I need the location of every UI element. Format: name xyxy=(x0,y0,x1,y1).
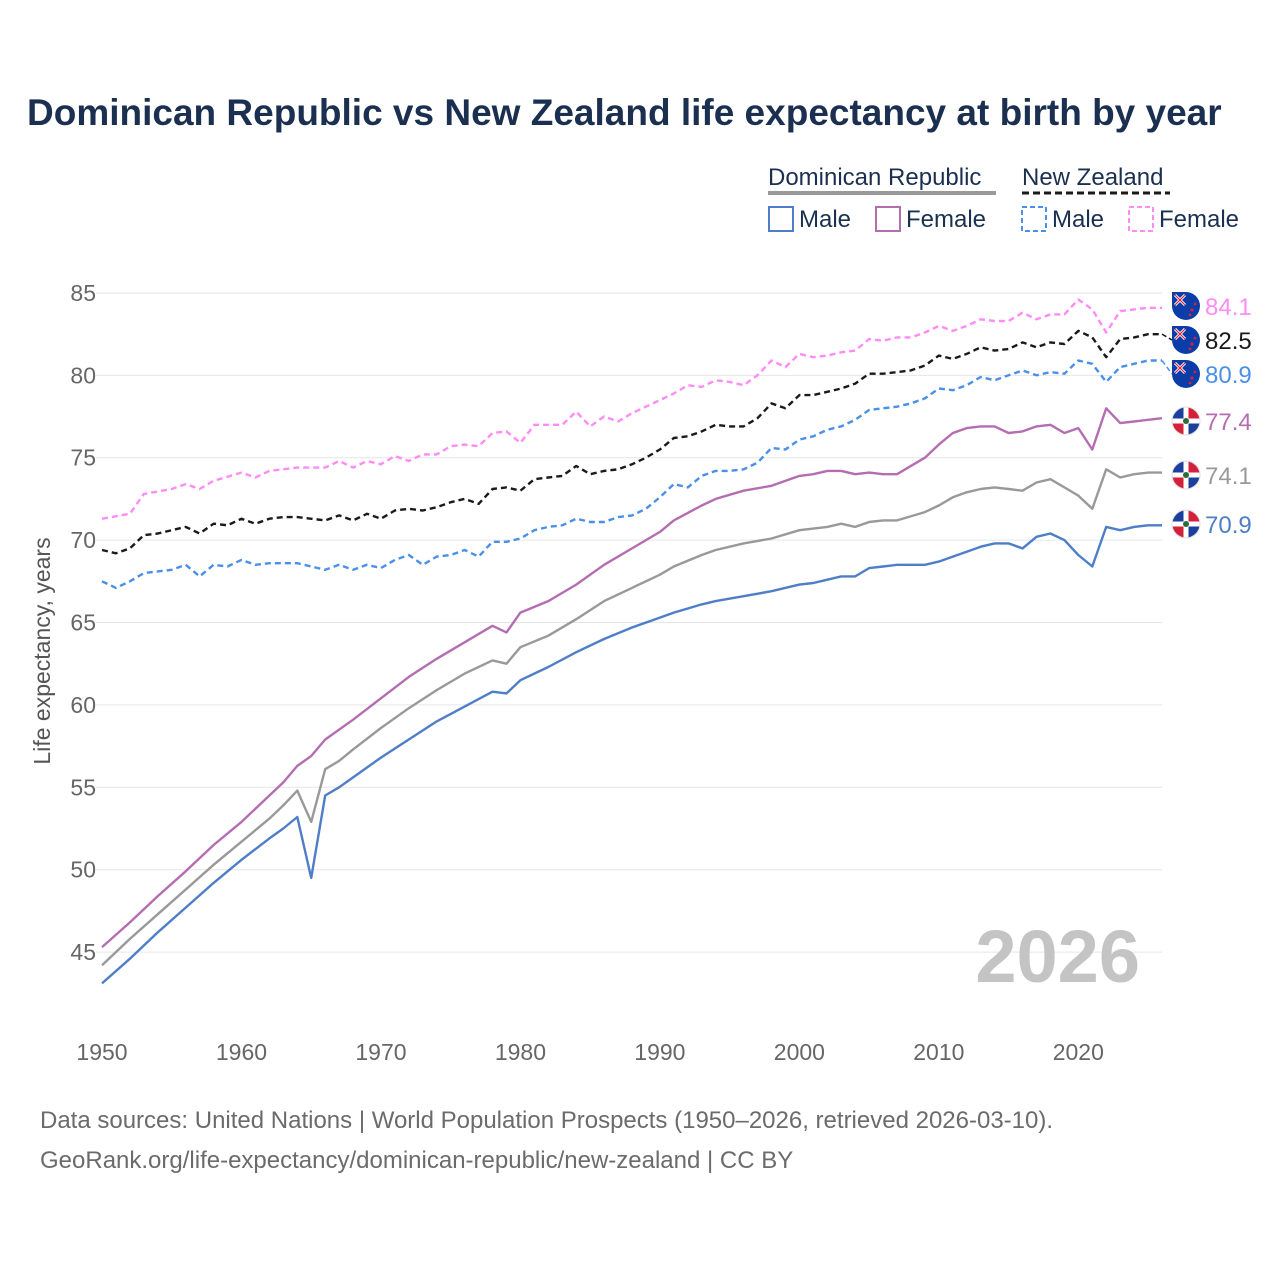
legend-country-new-zealand[interactable]: New Zealand xyxy=(1022,164,1163,191)
legend-dr-female-label[interactable]: Female xyxy=(906,206,986,233)
y-tick-label: 45 xyxy=(70,939,96,965)
x-tick-label: 2010 xyxy=(913,1039,964,1065)
x-tick-label: 1990 xyxy=(634,1039,685,1065)
year-watermark: 2026 xyxy=(975,915,1140,998)
series-line-new-zealand xyxy=(101,329,1162,555)
end-value-label: 84.1 xyxy=(1205,294,1252,321)
y-tick-label: 70 xyxy=(70,527,96,553)
end-label-new-zealand-female: 84.1 xyxy=(1172,292,1252,321)
end-label-dominican-republic: 74.1 xyxy=(1171,460,1252,490)
legend-dr-male-swatch[interactable] xyxy=(768,206,794,232)
end-value-label: 77.4 xyxy=(1205,409,1252,436)
legend[interactable]: Dominican Republic New Zealand Male Female M… xyxy=(768,164,1239,233)
series-lines xyxy=(101,298,1163,985)
legend-dr-female-swatch[interactable] xyxy=(875,206,901,232)
series-line-dominican-republic-female xyxy=(101,407,1163,948)
y-tick-label: 60 xyxy=(70,692,96,718)
x-tick-label: 2020 xyxy=(1053,1039,1104,1065)
y-tick-label: 55 xyxy=(70,774,96,800)
source-link[interactable]: GeoRank.org/life-expectancy/dominican-re… xyxy=(40,1147,794,1174)
y-tick-label: 80 xyxy=(70,362,96,388)
series-line-dominican-republic xyxy=(101,468,1162,967)
legend-country-dominican-republic[interactable]: Dominican Republic xyxy=(768,164,981,191)
legend-nz-male-label[interactable]: Male xyxy=(1052,206,1104,233)
x-tick-label: 1960 xyxy=(216,1039,267,1065)
dominican-republic-flag-icon xyxy=(1171,406,1201,436)
legend-nz-female-label[interactable]: Female xyxy=(1159,206,1239,233)
source-note: Data sources: United Nations | World Pop… xyxy=(40,1107,1054,1134)
x-tick-label: 1970 xyxy=(355,1039,406,1065)
legend-nz-female-swatch[interactable] xyxy=(1128,206,1154,232)
legend-nz-male-swatch[interactable] xyxy=(1021,206,1047,232)
y-axis-title: Life expectancy, years xyxy=(29,537,55,764)
end-label-new-zealand: 82.5 xyxy=(1161,326,1252,355)
x-tick-label: 2000 xyxy=(774,1039,825,1065)
series-line-new-zealand-male xyxy=(101,359,1162,590)
end-value-label: 70.9 xyxy=(1205,512,1252,539)
x-tick-label: 1950 xyxy=(76,1039,127,1065)
axes: 45 50 55 60 65 70 75 80 85 1950 1960 1970 1980 1990 20… xyxy=(29,280,1104,1065)
end-value-label: 82.5 xyxy=(1205,328,1252,355)
dominican-republic-flag-icon xyxy=(1171,509,1201,539)
gridlines xyxy=(96,292,1162,953)
legend-dr-male-label[interactable]: Male xyxy=(799,206,851,233)
x-tick-label: 1980 xyxy=(495,1039,546,1065)
y-tick-label: 50 xyxy=(70,857,96,883)
chart-title: Dominican Republic vs New Zealand life e… xyxy=(27,92,1222,133)
year-watermark-layer: 2026 xyxy=(975,915,1140,998)
end-value-label: 74.1 xyxy=(1205,463,1252,490)
end-value-label: 80.9 xyxy=(1205,362,1252,389)
y-tick-label: 65 xyxy=(70,610,96,636)
y-tick-label: 75 xyxy=(70,445,96,471)
end-label-dominican-republic-male: 70.9 xyxy=(1171,509,1252,539)
end-label-new-zealand-male: 80.9 xyxy=(1161,360,1252,389)
series-line-dominican-republic-male xyxy=(101,524,1162,985)
y-tick-label: 85 xyxy=(70,280,96,306)
series-line-new-zealand-female xyxy=(101,298,1162,520)
dominican-republic-flag-icon xyxy=(1171,460,1201,490)
end-labels: 84.1 82.5 80.9 77.4 74.1 70.9 xyxy=(1161,292,1252,539)
end-label-dominican-republic-female: 77.4 xyxy=(1171,406,1252,436)
